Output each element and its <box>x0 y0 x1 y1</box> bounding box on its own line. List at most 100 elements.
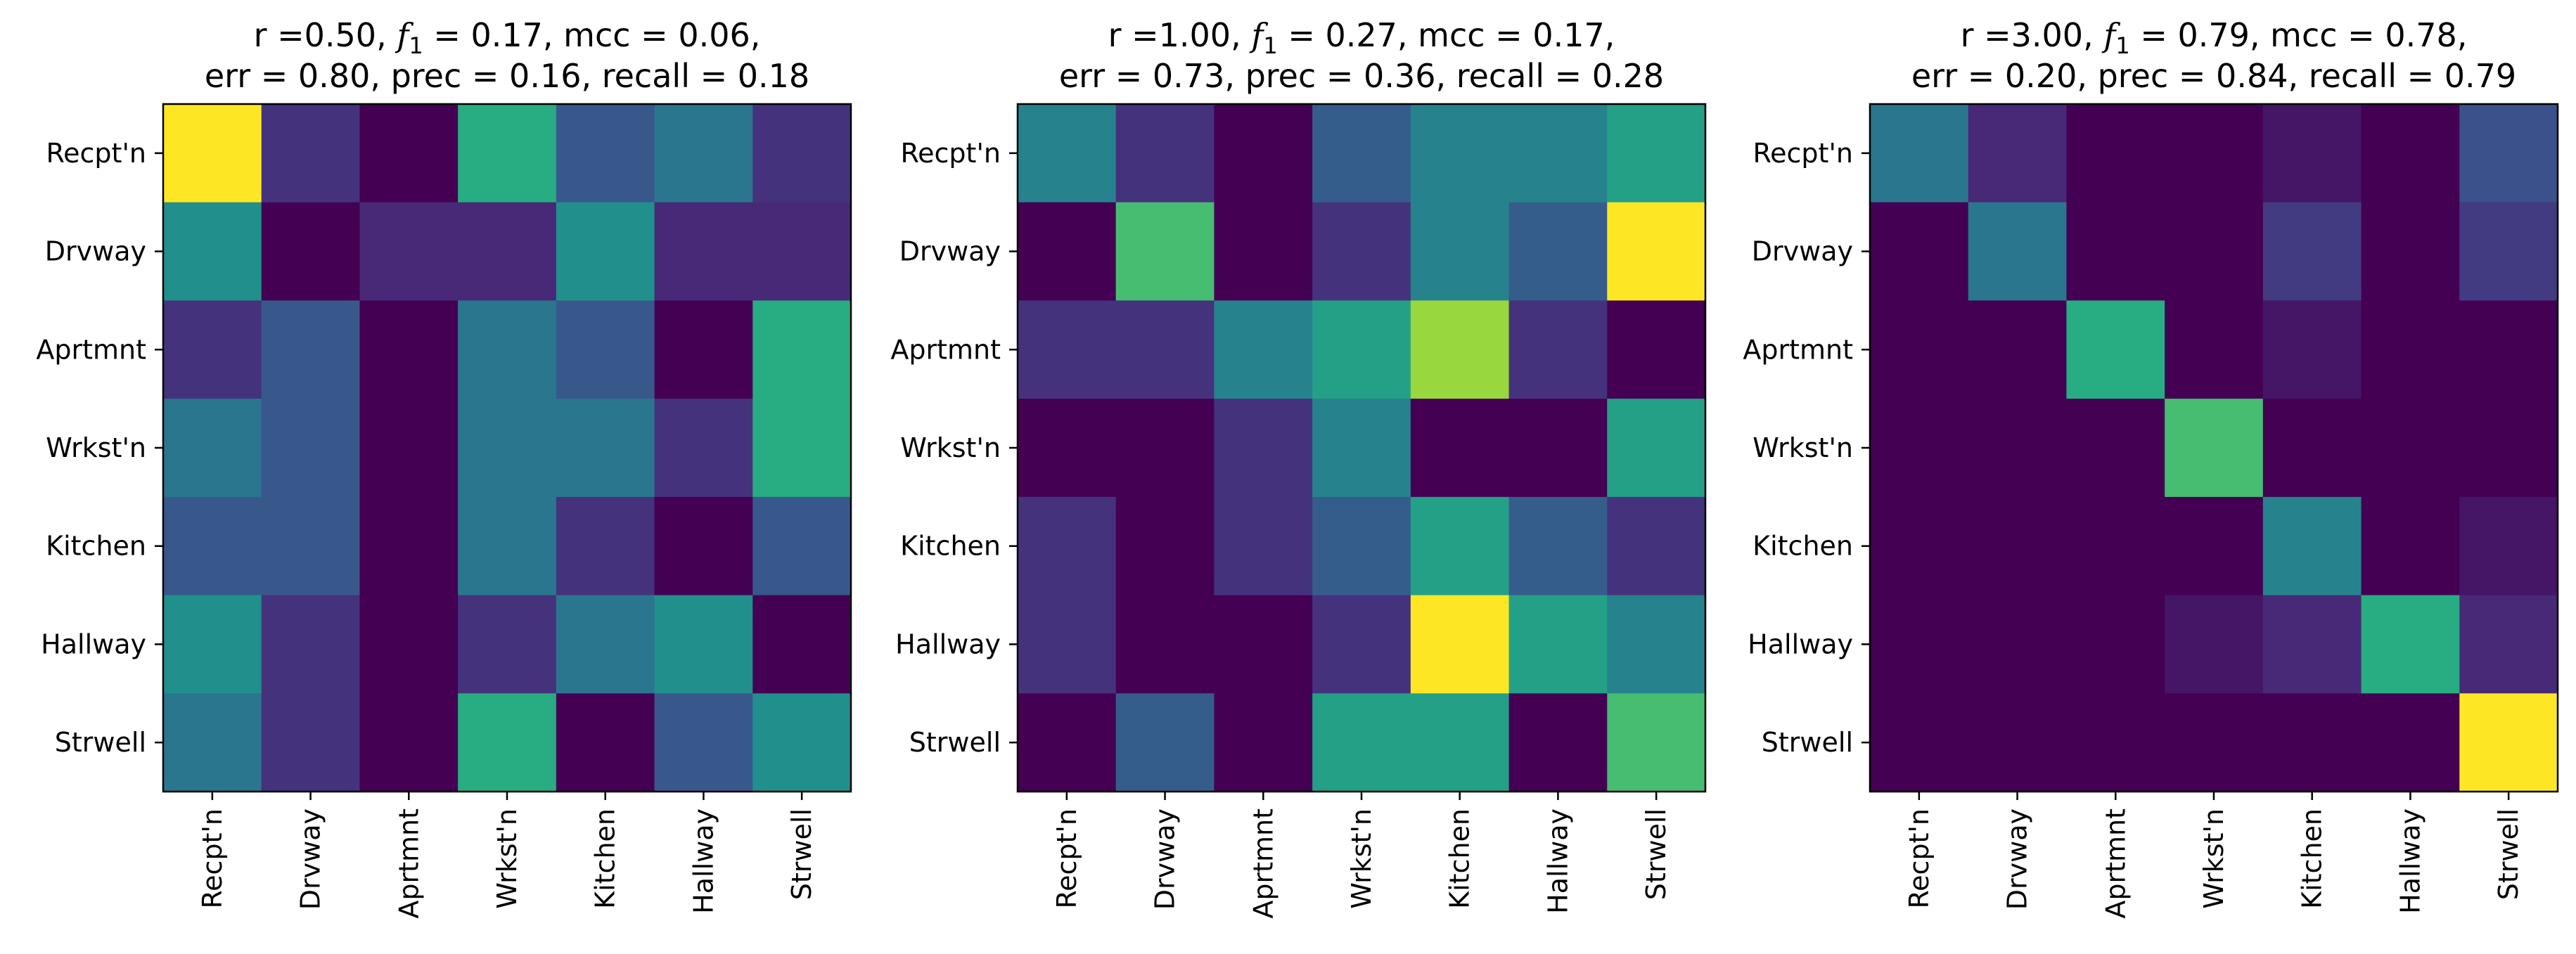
heatmap-cell-r1-c0 <box>1018 202 1117 302</box>
heatmap-cell-r6-c4 <box>2262 693 2362 792</box>
heatmap-cell-r5-c6 <box>752 595 852 694</box>
y-tick-label: Aprtmnt <box>36 334 146 365</box>
heatmap-cell-r6-c0 <box>163 693 262 792</box>
heatmap-cell-r0-c1 <box>261 104 361 203</box>
x-tick-label: Aprtmnt <box>1248 808 1279 919</box>
y-tick-label: Recpt'n <box>46 138 146 169</box>
heatmap-cell-r3-c0 <box>1870 399 1969 498</box>
heatmap-cell-r4-c2 <box>2066 496 2165 596</box>
heatmap-cell-r5-c6 <box>1607 595 1706 694</box>
heatmap-cell-r4-c6 <box>2459 496 2558 596</box>
y-tick-label: Kitchen <box>1752 531 1853 562</box>
heatmap-cell-r4-c6 <box>752 496 852 596</box>
heatmap-cell-r3-c1 <box>261 399 361 498</box>
heatmap-cell-r3-c3 <box>458 399 557 498</box>
x-tick-label: Kitchen <box>1444 808 1475 909</box>
heatmap-cell-r0-c5 <box>1508 104 1608 203</box>
heatmap-cell-r2-c1 <box>261 300 361 399</box>
chart-title-line1: r =0.50, f1 = 0.17, mcc = 0.06, <box>254 16 761 59</box>
heatmap-cell-r2-c0 <box>163 300 262 399</box>
heatmap-cell-r5-c3 <box>1312 595 1411 694</box>
heatmap-cell-r2-c5 <box>2361 300 2460 399</box>
heatmap-cell-r0-c5 <box>2361 104 2460 203</box>
x-tick-label: Aprtmnt <box>2100 808 2131 919</box>
heatmap-cell-r0-c4 <box>556 104 655 203</box>
heatmap-cell-r3-c0 <box>1018 399 1117 498</box>
heatmap-cell-r3-c2 <box>2066 399 2165 498</box>
heatmap-cell-r2-c6 <box>1607 300 1706 399</box>
heatmap-cell-r3-c4 <box>2262 399 2362 498</box>
heatmap-cell-r4-c0 <box>163 496 262 596</box>
x-tick-label: Recpt'n <box>1904 808 1935 909</box>
y-tick-label: Drvway <box>1752 236 1853 267</box>
heatmap-cell-r3-c5 <box>654 399 753 498</box>
heatmap-cell-r6-c4 <box>556 693 655 792</box>
heatmap-cell-r1-c3 <box>458 202 557 302</box>
heatmap-cell-r2-c2 <box>359 300 459 399</box>
heatmap-cell-r2-c3 <box>2165 300 2264 399</box>
y-tick-label: Aprtmnt <box>1743 334 1853 365</box>
heatmap-cell-r6-c1 <box>1115 693 1215 792</box>
heatmap-cell-r6-c1 <box>261 693 361 792</box>
heatmap-cell-r4-c0 <box>1870 496 1969 596</box>
heatmap-cell-r1-c4 <box>556 202 655 302</box>
heatmap-cell-r6-c2 <box>359 693 459 792</box>
heatmap-cell-r5-c6 <box>2459 595 2558 694</box>
heatmap-cell-r4-c5 <box>2361 496 2460 596</box>
heatmap-cell-r0-c5 <box>654 104 753 203</box>
heatmap-cell-r5-c3 <box>458 595 557 694</box>
heatmap-cell-r2-c4 <box>556 300 655 399</box>
x-tick-label: Strwell <box>1641 808 1672 900</box>
heatmap-cell-r1-c1 <box>1968 202 2068 302</box>
heatmap-cell-r0-c2 <box>359 104 459 203</box>
chart-title-line1: r =3.00, f1 = 0.79, mcc = 0.78, <box>1961 16 2468 59</box>
heatmap-cell-r3-c6 <box>752 399 852 498</box>
y-tick-label: Wrkst'n <box>46 432 146 463</box>
chart-title-line2: err = 0.20, prec = 0.84, recall = 0.79 <box>1911 57 2516 95</box>
heatmap-cell-r2-c1 <box>1115 300 1215 399</box>
heatmap-cell-r1-c2 <box>2066 202 2165 302</box>
x-tick-label: Drvway <box>2002 808 2033 910</box>
heatmap-cell-r5-c0 <box>1018 595 1117 694</box>
heatmap-cell-r0-c0 <box>163 104 262 203</box>
heatmap-cell-r4-c6 <box>1607 496 1706 596</box>
heatmap-cell-r0-c4 <box>1410 104 1510 203</box>
heatmap-cell-r5-c4 <box>1410 595 1510 694</box>
heatmap-cell-r1-c1 <box>1115 202 1215 302</box>
heatmap-cell-r5-c4 <box>2262 595 2362 694</box>
x-tick-label: Strwell <box>2493 808 2524 900</box>
heatmap-cell-r5-c0 <box>163 595 262 694</box>
heatmap-cell-r3-c5 <box>1508 399 1608 498</box>
heatmap-cell-r2-c2 <box>1214 300 1313 399</box>
x-tick-label: Kitchen <box>2297 808 2328 909</box>
heatmap-cell-r6-c4 <box>1410 693 1510 792</box>
heatmap-cell-r5-c2 <box>1214 595 1313 694</box>
heatmap-cell-r3-c2 <box>1214 399 1313 498</box>
heatmap-cell-r3-c2 <box>359 399 459 498</box>
heatmap-cell-r5-c4 <box>556 595 655 694</box>
y-tick-label: Strwell <box>55 727 146 758</box>
heatmap-cell-r1-c0 <box>163 202 262 302</box>
heatmap-cell-r1-c3 <box>2165 202 2264 302</box>
heatmap-cell-r2-c4 <box>1410 300 1510 399</box>
x-tick-label: Recpt'n <box>197 808 228 909</box>
y-tick-label: Hallway <box>895 629 1001 659</box>
heatmap-cell-r0-c1 <box>1968 104 2068 203</box>
y-tick-label: Hallway <box>1748 629 1853 659</box>
heatmap-cell-r4-c5 <box>654 496 753 596</box>
y-tick-label: Aprtmnt <box>890 334 1001 365</box>
heatmap-cell-r3-c6 <box>1607 399 1706 498</box>
heatmap-cell-r4-c3 <box>1312 496 1411 596</box>
heatmap-cell-r6-c6 <box>752 693 852 792</box>
y-tick-label: Strwell <box>1762 727 1853 758</box>
chart-title-line1: r =1.00, f1 = 0.27, mcc = 0.17, <box>1108 16 1615 59</box>
x-tick-label: Strwell <box>786 808 817 900</box>
heatmap-cell-r6-c5 <box>1508 693 1608 792</box>
heatmap-cell-r5-c1 <box>1115 595 1215 694</box>
heatmap-cell-r2-c3 <box>458 300 557 399</box>
y-tick-label: Recpt'n <box>900 138 1001 169</box>
heatmap-cell-r0-c1 <box>1115 104 1215 203</box>
heatmap-cell-r6-c5 <box>2361 693 2460 792</box>
heatmap-panel-1: Recpt'n Drvway Aprtmnt Wrkst'n Kitchen Hallwa… <box>36 16 852 919</box>
